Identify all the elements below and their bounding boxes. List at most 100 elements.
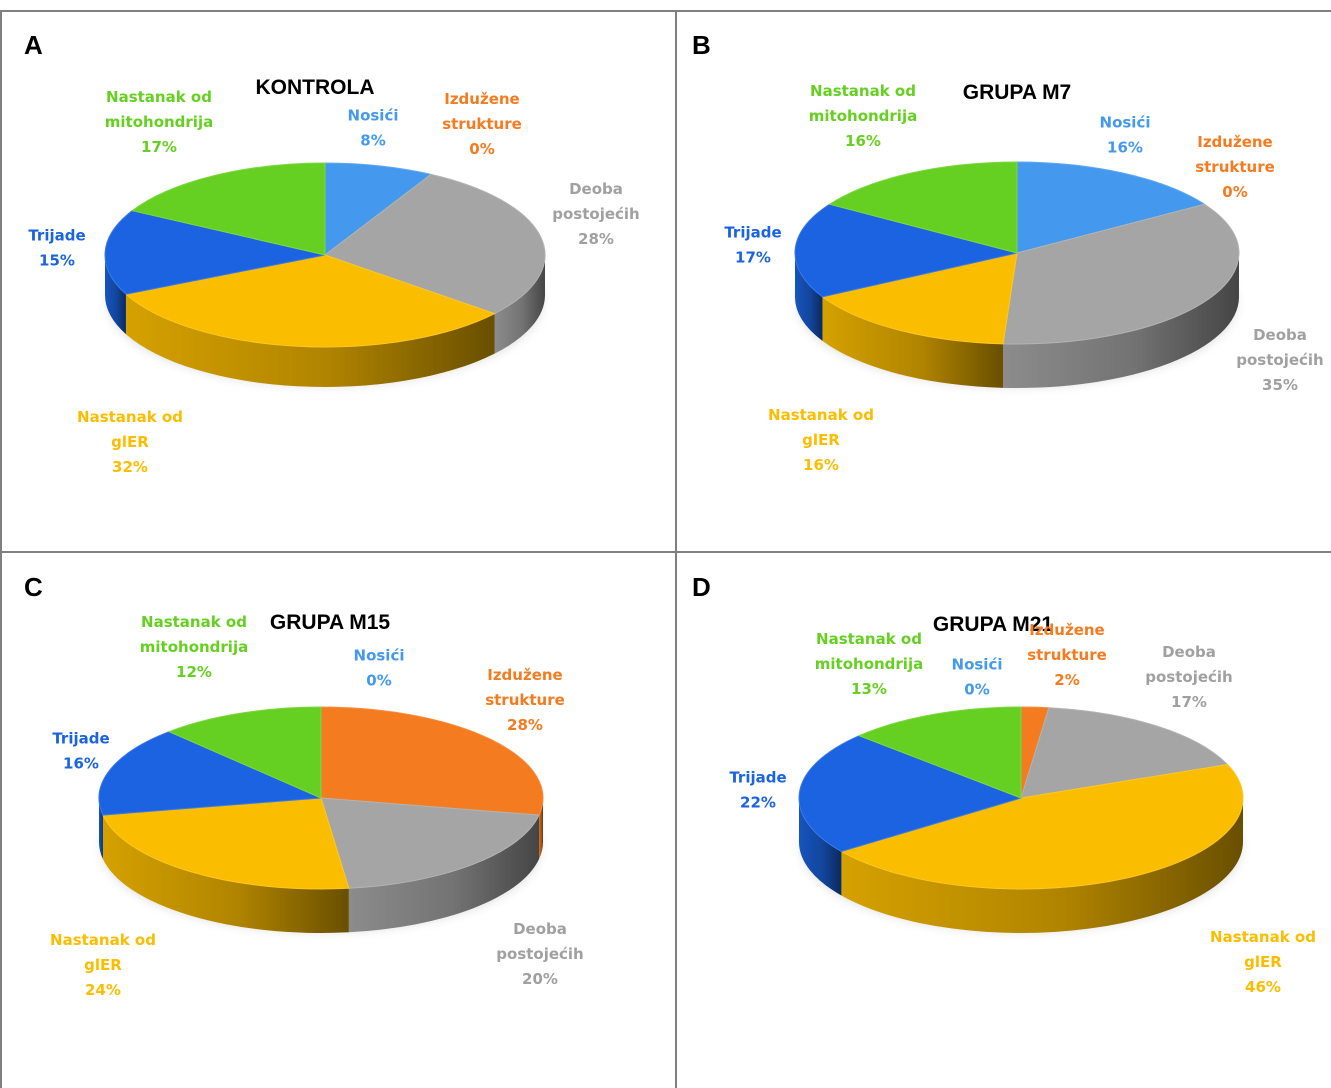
slice-label-line: mitohondrija [815,655,923,673]
pie-a-side-gler [125,294,495,387]
pie-d-label-trijade: Trijade 22% [729,769,786,812]
pie-c-label-nosici: Nosići 0% [354,647,405,690]
pie-b-slice-mito [828,161,1018,254]
slice-label-line: postojećih [1145,668,1232,686]
pie-d-labels: Nosići 0% Izdužene strukture 2% Deoba postojeć… [729,621,1316,996]
slice-label-line: Nastanak od [50,931,156,949]
slice-value-label: 0% [964,681,989,699]
pie-a-label-trijade: Trijade 15% [28,227,85,270]
pie-b-slice-trijade [794,203,1018,298]
slice-value-label: 0% [1222,183,1247,201]
slice-value-label: 0% [469,140,494,158]
slice-value-label: 13% [851,680,887,698]
slice-value-label: 22% [740,794,776,812]
pie-d-slice-mito [857,706,1022,799]
pie-c [98,706,544,933]
panel-letter-a: A [24,30,43,60]
pie-c-slice-trijade [98,731,322,816]
pie-c-slice-mito [167,706,322,799]
slice-labels: Nosići 8% Izdužene strukture 0% Deoba postojeć… [28,82,1323,999]
slice-label-line: Deoba [1253,326,1307,344]
panel-letter-b: B [692,30,711,60]
pie-b-slice-deoba [1002,203,1240,345]
slice-value-label: 12% [176,663,212,681]
slice-value-label: 20% [522,970,558,988]
pie-a-slice-deoba [323,173,546,315]
pie-b-label-izduzene: Izdužene strukture 0% [1195,133,1275,201]
pie-c-label-trijade: Trijade 16% [52,730,109,773]
slice-value-label: 2% [1054,671,1079,689]
pie-b-slice-nosici [1016,161,1206,254]
pie-a-side-trijade [105,255,126,335]
pie-b-side-deoba [1003,253,1239,389]
pie-c-slice-gler [102,797,350,890]
pie-d-slice-gler [840,763,1244,890]
slice-label-line: Deoba [569,180,623,198]
slice-label-line: Trijade [724,224,781,242]
slice-value-label: 24% [85,981,121,999]
slice-value-label: 17% [141,138,177,156]
pie-charts [98,161,1244,933]
pie-c-labels: Nosići 0% Izdužene strukture 28% Deoba postoje… [50,613,584,999]
slice-value-label: 32% [112,458,148,476]
pie-a-side-deoba [494,255,545,354]
slice-label-line: mitohondrija [105,113,213,131]
pie-d [798,706,1244,933]
pie-a-slice-trijade [104,210,326,295]
slice-value-label: 16% [1107,139,1143,157]
pie-b-label-mito: Nastanak od mitohondrija 16% [809,82,917,150]
pie-b-label-nosici: Nosići 16% [1100,114,1151,157]
pie-a [104,162,546,387]
slice-label-line: Nosići [952,656,1003,674]
slice-label-line: glER [1244,953,1282,971]
slice-label-line: strukture [485,691,565,709]
slice-label-line: Deoba [1162,643,1216,661]
slice-label-line: Nosići [348,107,399,125]
chart-title-d: GRUPA M21 [933,613,1054,636]
pie-c-slice-izduzene [320,706,544,816]
slice-label-line: Nastanak od [816,630,922,648]
pie-d-side-gler [841,798,1243,933]
slice-value-label: 8% [360,132,385,150]
pie-c-slice-deoba [320,797,540,889]
pie-d-label-nosici: Nosići 0% [952,656,1003,699]
slice-label-line: postojećih [496,945,583,963]
slice-label-line: Trijade [729,769,786,787]
slice-label-line: mitohondrija [809,107,917,125]
pie-b-label-trijade: Trijade 17% [724,224,781,267]
panel-frame-d [675,551,1331,1088]
slice-label-line: postojećih [1236,351,1323,369]
slice-value-label: 17% [735,249,771,267]
slice-label-line: Nosići [354,647,405,665]
slice-value-label: 0% [366,672,391,690]
chart-title-c: GRUPA M15 [270,611,391,634]
pie-a-label-deoba: Deoba postojećih 28% [552,180,639,248]
panel-letter-d: D [692,572,711,602]
pie-d-side-trijade [799,798,842,896]
slice-label-line: Nosići [1100,114,1151,132]
slice-label-line: Nastanak od [768,406,874,424]
slice-label-line: Nastanak od [141,613,247,631]
pie-a-label-nosici: Nosići 8% [348,107,399,150]
pie-b-label-deoba: Deoba postojećih 35% [1236,326,1323,394]
slice-label-line: glER [111,433,149,451]
pie-a-slice-nosici [324,162,433,257]
slice-label-line: Nastanak od [1210,928,1316,946]
pie-a-label-izduzene: Izdužene strukture 0% [442,90,522,158]
slice-label-line: Trijade [28,227,85,245]
slice-label-line: glER [802,431,840,449]
panel-letter-c: C [24,572,43,602]
slice-value-label: 16% [845,132,881,150]
slice-label-line: Izdužene [1197,133,1272,151]
slice-label-line: glER [84,956,122,974]
pie-a-slice-mito [131,162,326,256]
pie-c-label-mito: Nastanak od mitohondrija 12% [140,613,248,681]
pie-b-side-trijade [795,253,823,341]
pie-c-side-deoba [348,815,540,933]
pie-d-slice-deoba [1020,707,1229,799]
pie-d-label-izduzene: Izdužene strukture 2% [1027,621,1107,689]
pie-a-labels: Nosići 8% Izdužene strukture 0% Deoba postojeć… [28,88,639,476]
